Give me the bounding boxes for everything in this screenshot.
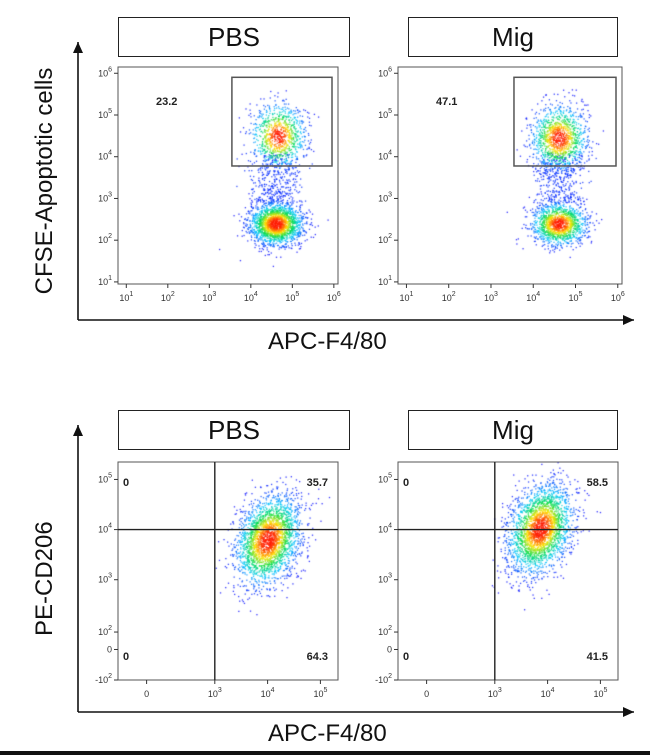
x-tick-label: 105 xyxy=(313,687,327,699)
scatter-density-pbs-bottom xyxy=(118,462,338,680)
y-tick-label: 0 xyxy=(387,644,392,654)
plot-frame xyxy=(397,66,623,285)
y-axis-arrow-top-head xyxy=(73,42,83,53)
y-tick-label: 106 xyxy=(98,66,112,78)
gate-rectangle xyxy=(513,76,617,167)
y-tick-label: 104 xyxy=(98,150,112,162)
quadrant-ul-percent: 0 xyxy=(403,477,409,489)
y-tick-label: -102 xyxy=(375,673,392,685)
x-tick-label: 101 xyxy=(119,291,133,303)
y-tick-label: 101 xyxy=(98,275,112,287)
plot-frame xyxy=(397,461,619,681)
x-tick-label: 105 xyxy=(593,687,607,699)
y-tick-label: 101 xyxy=(378,275,392,287)
x-tick-label: 101 xyxy=(399,291,413,303)
x-tick-label: 102 xyxy=(442,291,456,303)
y-tick-label: 104 xyxy=(378,150,392,162)
x-tick-label: 104 xyxy=(244,291,258,303)
x-tick-label: 103 xyxy=(202,291,216,303)
quadrant-ul-percent: 0 xyxy=(123,477,129,489)
scatter-density-mig-top xyxy=(398,67,622,284)
x-tick-label: 105 xyxy=(569,291,583,303)
gate-percentage: 47.1 xyxy=(436,96,457,108)
x-tick-label: 102 xyxy=(161,291,175,303)
y-tick-label: 105 xyxy=(378,108,392,120)
x-tick-label: 106 xyxy=(327,291,341,303)
y-tick-label: 103 xyxy=(378,191,392,203)
x-axis-arrow-bottom-head xyxy=(623,707,634,717)
x-tick-label: 104 xyxy=(261,687,275,699)
quadrant-ur-percent: 35.7 xyxy=(307,477,328,489)
quadrant-lr-percent: 41.5 xyxy=(587,651,608,663)
x-tick-label: 103 xyxy=(488,687,502,699)
y-tick-label: 104 xyxy=(98,523,112,535)
gate-percentage: 23.2 xyxy=(156,96,177,108)
x-axis-label-bottom: APC-F4/80 xyxy=(268,720,387,747)
quadrant-ur-percent: 58.5 xyxy=(587,477,608,489)
panel-header-mig-bottom: Mig xyxy=(408,410,618,450)
y-tick-label: 103 xyxy=(378,573,392,585)
x-tick-label: 103 xyxy=(484,291,498,303)
y-tick-label: 105 xyxy=(378,472,392,484)
quadrant-ll-percent: 0 xyxy=(403,651,409,663)
plot-frame xyxy=(117,461,339,681)
quadrant-ll-percent: 0 xyxy=(123,651,129,663)
panel-header-pbs-top: PBS xyxy=(118,17,350,57)
y-tick-label: 102 xyxy=(98,625,112,637)
plot-frame xyxy=(117,66,339,285)
scatter-density-pbs-top xyxy=(118,67,338,284)
y-tick-label: 103 xyxy=(98,191,112,203)
y-tick-label: 0 xyxy=(107,644,112,654)
y-tick-label: 102 xyxy=(98,233,112,245)
x-tick-label: 0 xyxy=(144,689,149,699)
y-tick-label: 105 xyxy=(98,472,112,484)
y-tick-label: 103 xyxy=(98,573,112,585)
panel-header-mig-top: Mig xyxy=(408,17,618,57)
y-tick-label: 104 xyxy=(378,523,392,535)
y-tick-label: 102 xyxy=(378,625,392,637)
x-tick-label: 106 xyxy=(611,291,625,303)
y-tick-label: 106 xyxy=(378,66,392,78)
y-tick-label: -102 xyxy=(95,673,112,685)
y-tick-label: 102 xyxy=(378,233,392,245)
gate-rectangle xyxy=(231,76,333,167)
x-axis-label-top: APC-F4/80 xyxy=(268,328,387,355)
x-tick-label: 104 xyxy=(541,687,555,699)
y-axis-arrow-bottom-head xyxy=(73,425,83,436)
scatter-density-mig-bottom xyxy=(398,462,618,680)
x-tick-label: 104 xyxy=(526,291,540,303)
panel-header-pbs-bottom: PBS xyxy=(118,410,350,450)
quadrant-lr-percent: 64.3 xyxy=(307,651,328,663)
x-tick-label: 103 xyxy=(208,687,222,699)
y-tick-label: 105 xyxy=(98,108,112,120)
x-tick-label: 0 xyxy=(424,689,429,699)
x-axis-arrow-top-head xyxy=(623,315,634,325)
x-tick-label: 105 xyxy=(285,291,299,303)
